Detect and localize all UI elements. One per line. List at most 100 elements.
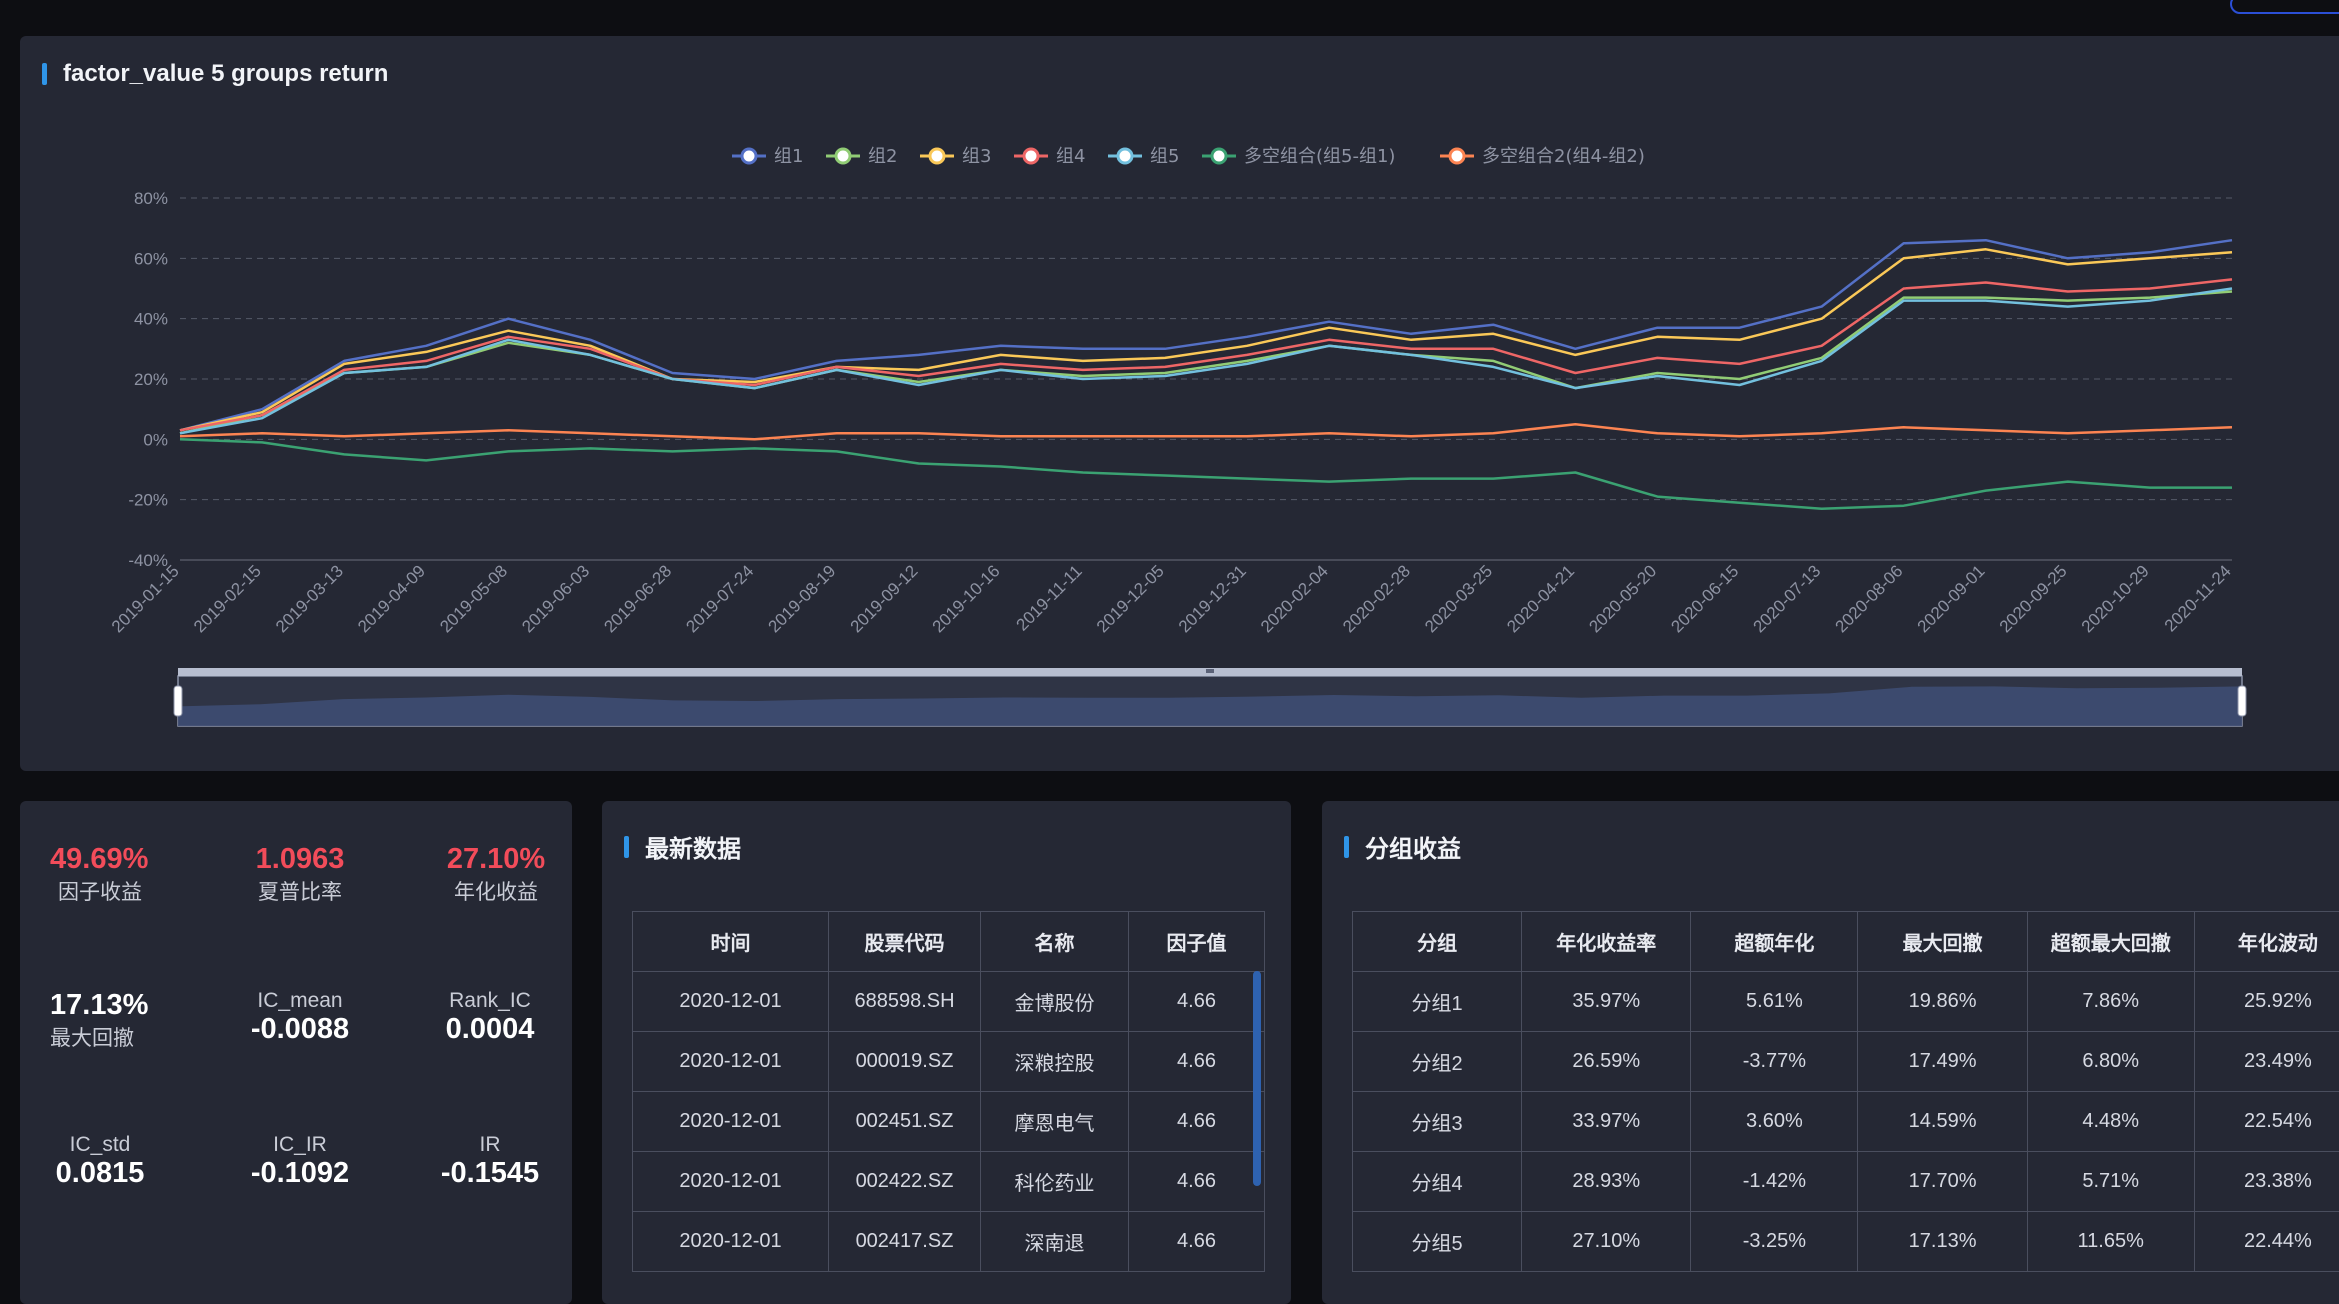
rank-ic-value: 0.0004 (445, 1013, 535, 1045)
table-cell: 5.71% (2026, 1151, 2195, 1212)
sharpe-value: 1.0963 (255, 843, 345, 875)
x-tick-label: 2019-02-15 (190, 561, 265, 636)
legend-marker-dot[interactable] (928, 147, 946, 165)
table-cell: 4.66 (1128, 1211, 1265, 1272)
stat-factor-return: 49.69% 因子收益 (50, 843, 200, 906)
x-tick-label: 2020-08-06 (1832, 561, 1907, 636)
x-tick-label: 2019-09-12 (847, 561, 922, 636)
table-cell: 2020-12-01 (632, 1151, 829, 1212)
column-header: 分组 (1351, 911, 1523, 972)
table-scrollbar[interactable] (1253, 971, 1261, 1186)
ic-mean-value: -0.0088 (250, 1013, 350, 1045)
table-row[interactable]: 分组1 35.97% 5.61% 19.86% 7.86% 25.92% (1351, 971, 2339, 1032)
table-cell: 17.13% (1857, 1211, 2028, 1272)
table-row[interactable]: 分组4 28.93% -1.42% 17.70% 5.71% 23.38% (1351, 1151, 2339, 1212)
y-tick-label: 80% (134, 189, 168, 208)
table-row[interactable]: 2020-12-01 688598.SH 金博股份 4.66 (632, 971, 1265, 1032)
legend-marker-dot[interactable] (1022, 147, 1040, 165)
table-cell: 分组4 (1351, 1151, 1523, 1212)
table-cell: 4.66 (1128, 1151, 1265, 1212)
legend-marker-dot[interactable] (834, 147, 852, 165)
table-cell: 17.70% (1857, 1151, 2028, 1212)
table-cell: 4.66 (1128, 1031, 1265, 1092)
legend-label[interactable]: 组3 (962, 146, 991, 167)
ic-std-value: 0.0815 (55, 1157, 145, 1189)
table-cell: 11.65% (2026, 1211, 2195, 1272)
table-cell: 26.59% (1521, 1031, 1692, 1092)
table-header-row: 分组 年化收益率 超额年化 最大回撤 超额最大回撤 年化波动 (1351, 911, 2339, 972)
x-tick-label: 2019-06-03 (518, 561, 593, 636)
zoom-left-handle[interactable] (173, 685, 183, 717)
legend-label[interactable]: 组1 (774, 146, 803, 167)
table-cell: 金博股份 (980, 971, 1129, 1032)
column-header: 因子值 (1128, 911, 1265, 972)
table-cell: 25.92% (2193, 971, 2339, 1032)
series-line (179, 248, 2233, 432)
x-tick-label: 2019-05-08 (436, 561, 511, 636)
top-right-button-outline[interactable] (2230, 0, 2339, 14)
sharpe-label: 夏普比率 (258, 881, 342, 904)
table-cell: 2020-12-01 (632, 1091, 829, 1152)
chart-title-text: factor_value 5 groups return (63, 60, 389, 87)
x-tick-label: 2020-07-13 (1749, 561, 1824, 636)
legend-label[interactable]: 组5 (1150, 146, 1179, 167)
stat-sharpe: 1.0963 夏普比率 (230, 843, 370, 906)
table-row[interactable]: 2020-12-01 002422.SZ 科伦药业 4.66 (632, 1151, 1265, 1212)
table-row[interactable]: 分组3 33.97% 3.60% 14.59% 4.48% 22.54% (1351, 1091, 2339, 1152)
table-cell: 000019.SZ (828, 1031, 981, 1092)
column-header: 最大回撤 (1857, 911, 2028, 972)
table-cell: 22.44% (2193, 1211, 2339, 1272)
title-accent-bar (624, 835, 629, 858)
table-cell: 688598.SH (828, 971, 981, 1032)
group-returns-title-text: 分组收益 (1365, 836, 1461, 863)
series-line (179, 423, 2233, 441)
table-cell: -1.42% (1690, 1151, 1859, 1212)
table-row[interactable]: 分组2 26.59% -3.77% 17.49% 6.80% 23.49% (1351, 1031, 2339, 1092)
y-tick-label: -20% (128, 491, 168, 510)
y-tick-label: 40% (134, 310, 168, 329)
x-tick-label: 2019-03-13 (272, 561, 347, 636)
x-tick-label: 2019-04-09 (354, 561, 429, 636)
x-tick-label: 2020-06-15 (1667, 561, 1742, 636)
x-tick-label: 2020-11-24 (2161, 561, 2235, 635)
legend-label[interactable]: 多空组合2(组4-组2) (1482, 146, 1645, 167)
legend-label[interactable]: 多空组合(组5-组1) (1244, 146, 1395, 167)
column-header: 名称 (980, 911, 1129, 972)
table-cell: 深南退 (980, 1211, 1129, 1272)
legend-marker-dot[interactable] (1448, 147, 1466, 165)
latest-data-table: 时间 股票代码 名称 因子值 2020-12-01 688598.SH 金博股份 4.66 2… (632, 911, 1265, 1272)
table-row[interactable]: 分组5 27.10% -3.25% 17.13% 11.65% 22.44% (1351, 1211, 2339, 1272)
zoom-right-handle[interactable] (2237, 685, 2247, 717)
table-cell: 23.38% (2193, 1151, 2339, 1212)
table-cell: 深粮控股 (980, 1031, 1129, 1092)
column-header: 超额最大回撤 (2026, 911, 2195, 972)
y-tick-label: -40% (128, 551, 168, 570)
legend-marker-dot[interactable] (1116, 147, 1134, 165)
max-drawdown-label: 最大回撤 (50, 1027, 134, 1050)
table-cell: 4.66 (1128, 971, 1265, 1032)
legend-label[interactable]: 组4 (1056, 146, 1085, 167)
table-row[interactable]: 2020-12-01 000019.SZ 深粮控股 4.66 (632, 1031, 1265, 1092)
legend-marker-dot[interactable] (740, 147, 758, 165)
table-cell: 3.60% (1690, 1091, 1859, 1152)
annual-return-label: 年化收益 (454, 881, 538, 904)
legend-marker-dot[interactable] (1210, 147, 1228, 165)
table-cell: 33.97% (1521, 1091, 1692, 1152)
x-tick-label: 2019-11-11 (1013, 561, 1086, 634)
table-cell: 14.59% (1857, 1091, 2028, 1152)
factor-return-value: 49.69% (50, 843, 149, 875)
table-cell: -3.25% (1690, 1211, 1859, 1272)
annual-return-value: 27.10% (446, 843, 546, 875)
table-cell: 分组2 (1351, 1031, 1523, 1092)
y-tick-label: 20% (134, 370, 168, 389)
table-header-row: 时间 股票代码 名称 因子值 (632, 911, 1265, 972)
table-cell: -3.77% (1690, 1031, 1859, 1092)
table-row[interactable]: 2020-12-01 002417.SZ 深南退 4.66 (632, 1211, 1265, 1272)
table-row[interactable]: 2020-12-01 002451.SZ 摩恩电气 4.66 (632, 1091, 1265, 1152)
stat-max-drawdown: 17.13% 最大回撤 (50, 989, 200, 1052)
zoom-slider-grip[interactable] (1206, 669, 1214, 673)
x-tick-label: 2019-08-19 (765, 561, 840, 636)
max-drawdown-value: 17.13% (50, 989, 149, 1021)
legend-label[interactable]: 组2 (868, 146, 897, 167)
table-cell: 7.86% (2026, 971, 2195, 1032)
